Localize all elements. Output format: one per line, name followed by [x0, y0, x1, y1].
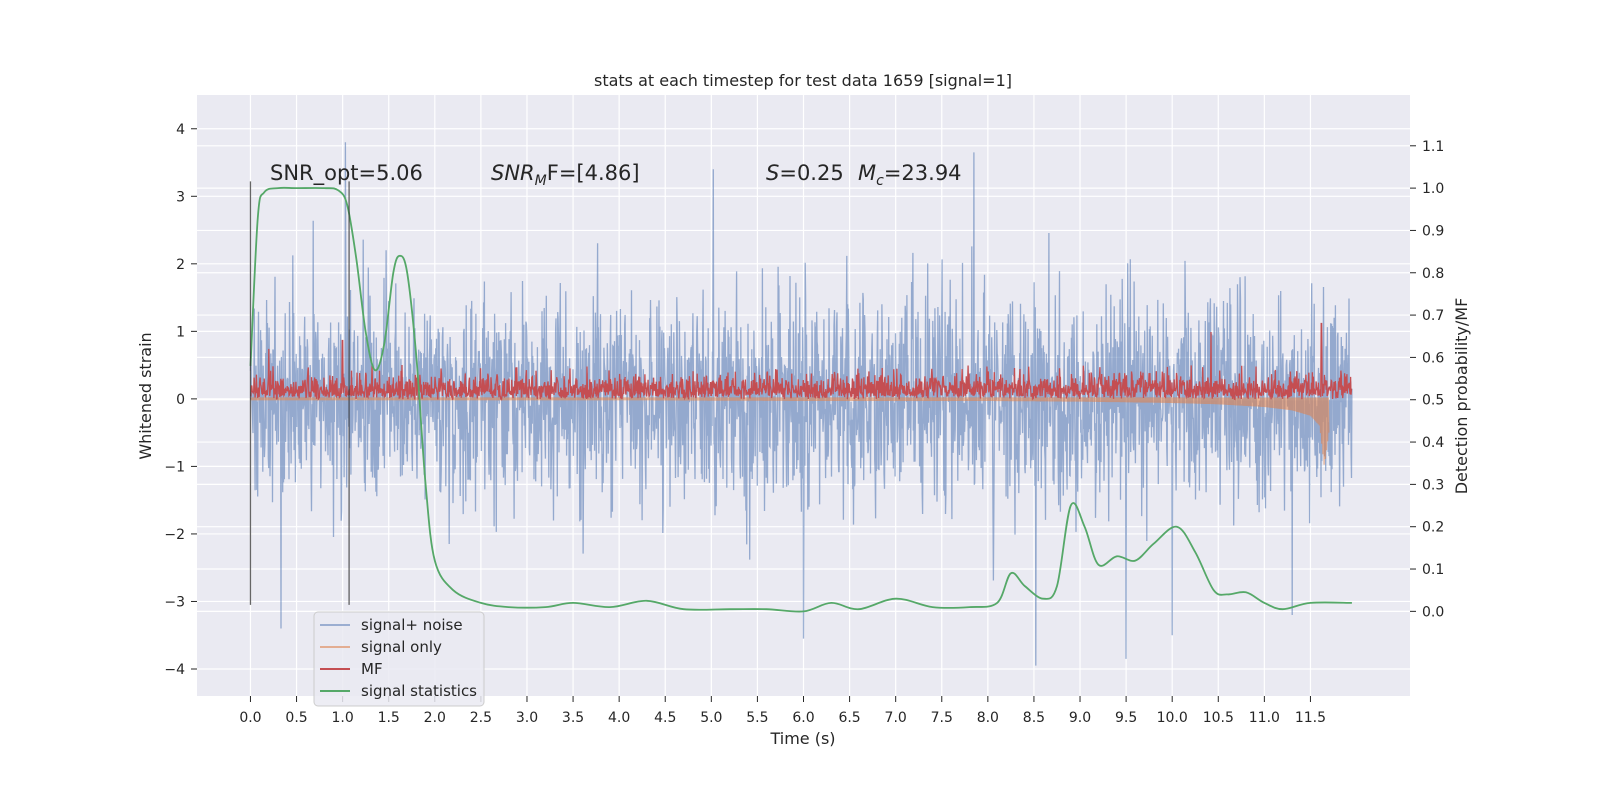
y-left-tick-label-1: 3	[176, 189, 185, 205]
y-left-tick-label-6: −2	[164, 527, 185, 543]
chart-title: stats at each timestep for test data 165…	[594, 71, 1012, 90]
y-left-tick-label-8: −4	[164, 662, 185, 678]
y-axis-label: Whitened strain	[136, 332, 155, 459]
x-tick-label-14: 7.0	[885, 710, 907, 726]
x-tick-label-15: 7.5	[931, 710, 953, 726]
x-tick-label-9: 4.5	[654, 710, 676, 726]
x-tick-label-19: 9.5	[1115, 710, 1137, 726]
x-tick-label-12: 6.0	[792, 710, 814, 726]
x-tick-label-1: 0.5	[285, 710, 307, 726]
x-tick-label-17: 8.5	[1023, 710, 1045, 726]
series-signal-noise-line	[249, 142, 1353, 666]
legend-box	[313, 611, 485, 707]
y-right-tick-label-7: 0.4	[1422, 435, 1444, 451]
y-right-tick-label-8: 0.3	[1422, 477, 1444, 493]
x-tick-label-20: 10.0	[1157, 710, 1188, 726]
annotation-snr-opt: SNR_opt=5.06	[270, 161, 423, 186]
x-tick-label-5: 2.5	[470, 710, 492, 726]
x-tick-label-0: 0.0	[239, 710, 261, 726]
y-right-tick-label-0: 1.1	[1422, 139, 1444, 155]
annotation-snr-mf-value: F=[4.86]	[547, 161, 640, 185]
y-axis-left: 4 3 2 1 0 −1 −2 −3 −4	[164, 122, 197, 678]
y-left-tick-label-4: 0	[176, 392, 185, 408]
legend-label-2: MF	[361, 660, 383, 678]
annotation-mc: Mc=23.94	[858, 161, 962, 189]
y-right-tick-label-5: 0.6	[1422, 350, 1444, 366]
y-left-tick-label-2: 2	[176, 257, 185, 273]
y-right-tick-label-11: 0.0	[1422, 604, 1444, 620]
y-right-tick-label-1: 1.0	[1422, 181, 1444, 197]
annotation-s-value: =0.25	[779, 161, 843, 185]
x-tick-label-16: 8.0	[977, 710, 999, 726]
annotation-mc-symbol: M	[858, 161, 876, 185]
annotation-snr-mf-subscript: M	[535, 173, 547, 189]
x-tick-label-3: 1.5	[378, 710, 400, 726]
x-tick-label-22: 11.0	[1249, 710, 1280, 726]
x-tick-label-21: 10.5	[1203, 710, 1234, 726]
annotation-snr-mf-symbol: SNR	[491, 161, 535, 185]
y-right-tick-label-3: 0.8	[1422, 266, 1444, 282]
y-left-tick-label-5: −1	[164, 459, 185, 475]
annotation-s: S=0.25	[766, 161, 844, 185]
y-right-tick-label-2: 0.9	[1422, 223, 1444, 239]
plot-marks	[249, 142, 1353, 666]
y-left-tick-label-0: 4	[176, 122, 185, 138]
series-signal-statistics-line	[249, 186, 1352, 613]
x-tick-label-6: 3.0	[516, 710, 538, 726]
annotations: SNR_opt=5.06 SNRMF=[4.86] S=0.25 Mc=23.94	[270, 161, 962, 189]
x-tick-label-4: 2.0	[424, 710, 446, 726]
series-mf-line	[250, 322, 1353, 402]
x-tick-label-13: 6.5	[838, 710, 860, 726]
y-axis-right: 1.1 1.0 0.9 0.8 0.7 0.6 0.5 0.4 0.3 0.2 0.1 0.0	[1410, 139, 1444, 620]
y-left-tick-label-7: −3	[164, 594, 185, 610]
legend: signal+ noise signal only MF signal statist…	[313, 611, 485, 707]
legend-label-0: signal+ noise	[361, 616, 463, 634]
x-tick-label-2: 1.0	[332, 710, 354, 726]
legend-label-1: signal only	[361, 638, 442, 656]
y-right-tick-label-10: 0.1	[1422, 562, 1444, 578]
annotation-mc-value: =23.94	[884, 161, 962, 185]
x-tick-label-23: 11.5	[1295, 710, 1326, 726]
annotation-s-symbol: S	[766, 161, 779, 185]
y-right-tick-label-6: 0.5	[1422, 393, 1444, 409]
x-tick-label-11: 5.5	[746, 710, 768, 726]
series-signal-only-line	[249, 397, 1330, 465]
y-right-tick-label-4: 0.7	[1422, 308, 1444, 324]
legend-label-3: signal statistics	[361, 682, 477, 700]
x-axis-label: Time (s)	[769, 729, 835, 748]
x-tick-label-10: 5.0	[700, 710, 722, 726]
x-tick-label-8: 4.0	[608, 710, 630, 726]
y-left-tick-label-3: 1	[176, 324, 185, 340]
annotation-mc-subscript: c	[876, 173, 884, 189]
x-tick-label-18: 9.0	[1069, 710, 1091, 726]
y-axis-right-label: Detection probability/MF	[1452, 298, 1471, 495]
x-axis: 0.0 0.5 1.0 1.5 2.0 2.5 3.0 3.5 4.0 4.5 5.0 5.5 6.0 6…	[239, 696, 1326, 726]
x-tick-label-7: 3.5	[562, 710, 584, 726]
annotation-snr-mf: SNRMF=[4.86]	[491, 161, 640, 189]
y-right-tick-label-9: 0.2	[1422, 520, 1444, 536]
